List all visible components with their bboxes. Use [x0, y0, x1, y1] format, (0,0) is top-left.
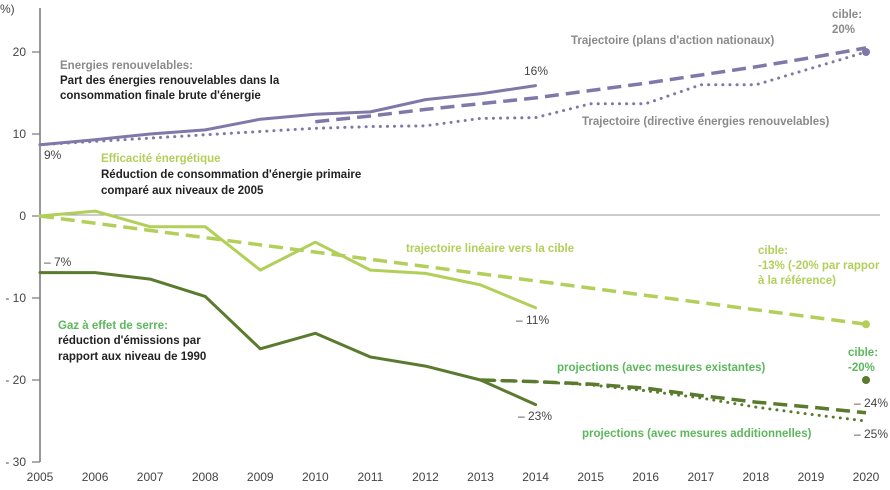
- efficiency-end-label: – 11%: [516, 313, 549, 327]
- y-tick-label: 20: [13, 45, 27, 59]
- y-tick-label: 0: [19, 209, 26, 223]
- series-ghg-dash: [480, 378, 867, 415]
- x-tick-label: 2015: [577, 470, 604, 484]
- target-marker-efficiency: [862, 320, 870, 329]
- efficiency-target-label1: cible:: [758, 245, 788, 257]
- target-marker-ghg: [862, 376, 870, 384]
- y-ticks: 20 10 0 - 10 - 20 - 30: [5, 45, 40, 469]
- x-tick-label: 2013: [467, 470, 494, 484]
- ghg-end-existing-label: – 24%: [854, 396, 888, 410]
- ghg-title: Gaz à effet de serre:: [58, 320, 168, 332]
- efficiency-target-label2: -13% (-20% par rappor: [758, 260, 880, 272]
- y-tick-label: - 30: [5, 455, 26, 469]
- x-tick-label: 2007: [137, 470, 164, 484]
- ghg-target-label2: -20%: [848, 362, 875, 374]
- renewables-target-label1: cible:: [832, 9, 862, 21]
- series-renewables-dash: [315, 46, 867, 124]
- ghg-start-label: – 7%: [44, 255, 72, 269]
- ghg-desc-line1: réduction d'émissions par: [58, 335, 201, 347]
- series-layer: [38, 46, 868, 423]
- ghg-desc-line2: rapport aux niveau de 1990: [58, 351, 206, 363]
- target-marker-renewables: [862, 48, 870, 56]
- x-tick-label: 2020: [853, 470, 880, 484]
- x-tick-label: 2009: [247, 470, 274, 484]
- series-ghg-dot: [479, 378, 868, 423]
- ghg-proj-additional-label: projections (avec mesures additionnelles…: [582, 428, 812, 440]
- efficiency-traj-label: trajectoire linéaire vers la cible: [406, 243, 574, 255]
- x-tick-label: 2011: [357, 470, 383, 484]
- x-tick-label: 2017: [687, 470, 714, 484]
- y-tick-label: - 20: [5, 373, 26, 387]
- renewables-title: Energies renouvelables:: [60, 60, 193, 72]
- renewables-traj-directive-label: Trajectoire (directive énergies renouvel…: [582, 116, 830, 128]
- efficiency-desc-line2: comparé aux niveaux de 2005: [101, 185, 264, 197]
- series-efficiency-solid: [38, 209, 538, 310]
- renewables-target-label2: 20%: [832, 24, 855, 36]
- ghg-end-label: – 23%: [518, 409, 552, 423]
- y-unit-label: (%): [0, 2, 15, 16]
- x-tick-label: 2016: [632, 470, 659, 484]
- ghg-end-additional-label: – 25%: [854, 427, 888, 441]
- efficiency-target-label3: à la référence): [758, 275, 836, 287]
- y-tick-label: - 10: [5, 291, 26, 305]
- series-ghg-solid: [38, 271, 538, 407]
- renewables-start-label: 9%: [44, 148, 62, 162]
- renewables-traj-national-label: Trajectoire (plans d'action nationaux): [571, 35, 775, 47]
- x-tick-label: 2019: [798, 470, 825, 484]
- x-ticks: 2005 2006 2007 2008 2009 2010 2011 2012 2013 2014…: [27, 470, 880, 484]
- series-efficiency-dash: [39, 214, 867, 326]
- marker-layer: [862, 48, 870, 384]
- x-tick-label: 2006: [82, 470, 109, 484]
- x-tick-label: 2012: [412, 470, 439, 484]
- ghg-proj-existing-label: projections (avec mesures existantes): [557, 362, 766, 374]
- x-tick-label: 2018: [743, 470, 770, 484]
- renewables-desc-line1: Part des énergies renouvelables dans la: [60, 75, 280, 87]
- ghg-target-label1: cible:: [848, 347, 878, 359]
- renewables-desc-line2: consommation finale brute d'énergie: [60, 90, 261, 102]
- series-renewables-solid: [38, 84, 538, 147]
- x-tick-label: 2010: [302, 470, 329, 484]
- efficiency-title: Efficacité énergétique: [101, 153, 221, 165]
- renewables-end-label: 16%: [524, 64, 548, 78]
- efficiency-desc-line1: Réduction de consommation d'énergie prim…: [101, 169, 361, 181]
- y-tick-label: 10: [13, 127, 27, 141]
- x-tick-label: 2014: [522, 470, 549, 484]
- x-tick-label: 2005: [27, 470, 54, 484]
- x-tick-label: 2008: [192, 470, 219, 484]
